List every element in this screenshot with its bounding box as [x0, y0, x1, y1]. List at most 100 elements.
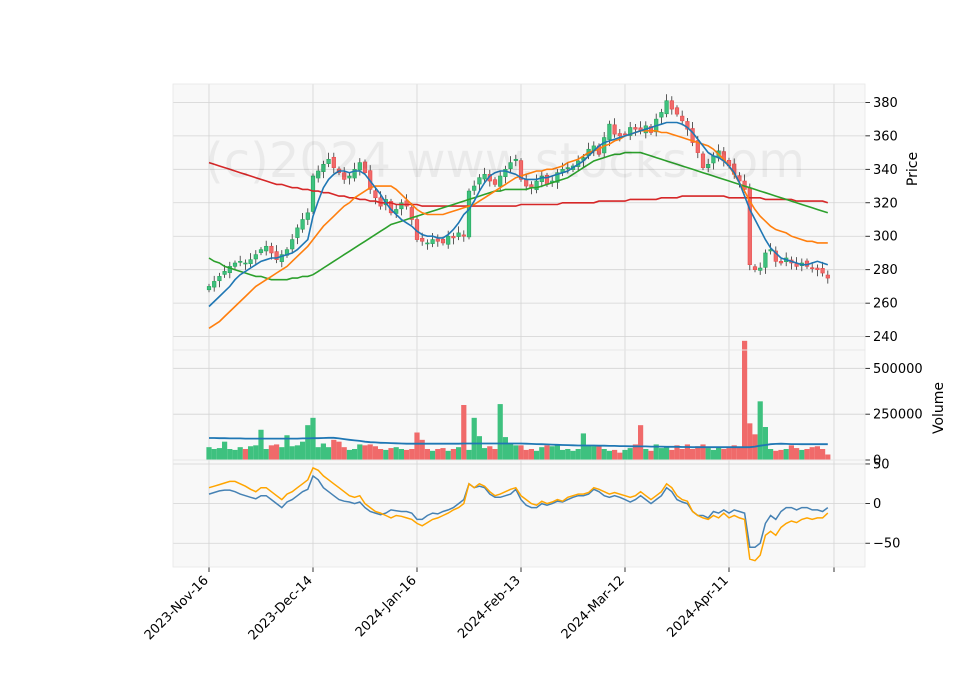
- volume-bar: [227, 449, 233, 460]
- price-tick-label: 340: [873, 163, 898, 178]
- volume-bar: [341, 447, 347, 460]
- candle-down: [518, 160, 524, 180]
- candle-up: [758, 267, 763, 271]
- volume-bar: [814, 446, 820, 460]
- volume-bar: [263, 449, 269, 460]
- volume-tick-label: 500000: [873, 362, 923, 377]
- volume-bar: [705, 448, 711, 460]
- volume-bar: [518, 445, 524, 460]
- volume-bar: [794, 448, 800, 460]
- candle-down: [435, 238, 440, 242]
- candle-up: [659, 112, 664, 118]
- candle-down: [331, 156, 336, 168]
- volume-bar: [424, 449, 430, 460]
- candle-up: [565, 167, 570, 169]
- volume-bar: [658, 448, 664, 460]
- candle-up: [477, 177, 482, 185]
- volume-bar: [653, 444, 659, 460]
- volume-bar: [788, 445, 794, 460]
- volume-bar: [419, 439, 425, 460]
- candle-down: [362, 161, 368, 173]
- candle-down: [342, 172, 347, 180]
- volume-bar: [570, 450, 576, 460]
- candle-up: [706, 164, 711, 168]
- volume-bar: [627, 448, 633, 460]
- volume-bar: [258, 429, 264, 460]
- volume-bar: [320, 443, 326, 460]
- panel-frame: [172, 459, 866, 568]
- x-tick-label: 2023-Dec-14: [246, 573, 316, 643]
- price-tick-label: 360: [873, 129, 898, 144]
- volume-bar: [560, 449, 566, 460]
- volume-bar: [820, 449, 826, 460]
- volume-bar: [695, 446, 701, 460]
- candle-up: [264, 245, 269, 252]
- candle-down: [274, 251, 279, 260]
- candle-up: [534, 180, 539, 191]
- candle-up: [217, 276, 222, 282]
- candle-down: [752, 266, 758, 270]
- candle-down: [695, 140, 700, 153]
- volume-bar: [762, 427, 768, 460]
- volume-bar: [445, 450, 451, 460]
- price-tick-label: 300: [873, 230, 898, 245]
- volume-bar: [617, 452, 623, 460]
- candle-down: [773, 250, 778, 262]
- volume-bar: [482, 448, 488, 460]
- volume-bar: [825, 454, 831, 460]
- candle-up: [628, 127, 633, 136]
- volume-bar: [471, 417, 477, 460]
- candle-up: [290, 239, 295, 250]
- candle-down: [825, 274, 830, 279]
- candle-up: [482, 174, 487, 180]
- volume-bar: [523, 449, 529, 460]
- candle-up: [664, 100, 669, 115]
- volume-bar: [757, 401, 763, 460]
- candle-down: [700, 153, 706, 168]
- price-tick-label: 280: [873, 263, 898, 278]
- volume-bar: [643, 449, 649, 460]
- candle-up: [248, 259, 253, 264]
- volume-bar: [362, 445, 368, 460]
- ma-long-line: [208, 151, 829, 281]
- price-tick-label: 260: [873, 297, 898, 312]
- volume-bar: [554, 444, 560, 460]
- x-tick-label: 2023-Nov-16: [142, 573, 212, 643]
- oscillator-tick-label: 0: [873, 497, 881, 512]
- volume-bar: [799, 449, 805, 460]
- volume-bar: [679, 449, 685, 460]
- candle-up: [243, 262, 248, 265]
- ma-longest-line: [208, 161, 829, 207]
- volume-bar: [742, 340, 748, 460]
- candle-up: [399, 202, 404, 210]
- volume-bar: [274, 444, 280, 460]
- volume-bar: [440, 448, 446, 460]
- volume-bar: [716, 447, 722, 460]
- candle-down: [524, 179, 529, 187]
- candle-down: [648, 126, 654, 133]
- candle-up: [347, 175, 352, 179]
- oscillator-line-1: [208, 474, 829, 548]
- candle-up: [430, 239, 435, 244]
- volume-bar: [450, 449, 456, 460]
- x-tick-label: 2024-Apr-11: [664, 573, 731, 640]
- candle-down: [622, 133, 628, 136]
- volume-bar: [612, 449, 618, 460]
- price-tick-label: 320: [873, 196, 898, 211]
- volume-bar: [809, 447, 815, 460]
- volume-bar: [492, 449, 498, 460]
- volume-bar: [294, 445, 300, 460]
- candle-up: [508, 162, 513, 169]
- volume-bar: [690, 449, 696, 460]
- candle-up: [258, 249, 264, 253]
- volume-bar: [372, 446, 378, 460]
- x-tick-label: 2024-Jan-16: [353, 573, 420, 640]
- candle-down: [420, 237, 425, 242]
- volume-bar: [580, 433, 586, 460]
- candle-up: [300, 219, 305, 230]
- volume-bar: [648, 450, 654, 460]
- volume-bar: [575, 449, 581, 460]
- volume-bar: [487, 446, 493, 460]
- candle-down: [404, 200, 409, 207]
- candle-up: [425, 242, 430, 245]
